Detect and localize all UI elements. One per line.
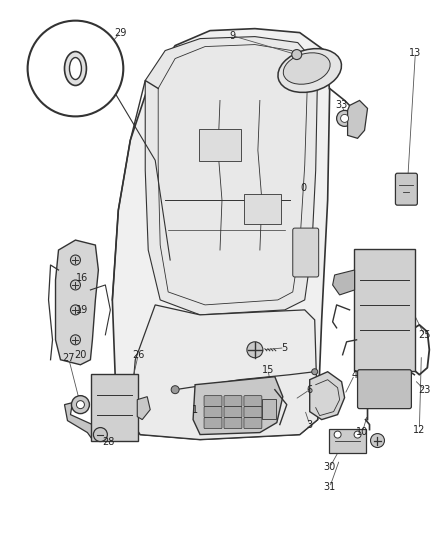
Polygon shape: [112, 29, 330, 440]
Text: 0: 0: [300, 183, 307, 193]
Circle shape: [341, 115, 349, 123]
Circle shape: [71, 395, 89, 414]
FancyBboxPatch shape: [224, 395, 242, 407]
Polygon shape: [310, 372, 345, 419]
Text: 13: 13: [409, 47, 421, 58]
Circle shape: [371, 433, 385, 448]
Circle shape: [71, 335, 81, 345]
Polygon shape: [193, 377, 283, 434]
FancyBboxPatch shape: [328, 429, 366, 453]
FancyBboxPatch shape: [396, 173, 417, 205]
Text: 28: 28: [102, 437, 115, 447]
FancyBboxPatch shape: [224, 417, 242, 429]
FancyBboxPatch shape: [92, 374, 138, 441]
Circle shape: [28, 21, 124, 116]
FancyBboxPatch shape: [244, 417, 262, 429]
FancyBboxPatch shape: [204, 395, 222, 407]
Circle shape: [77, 401, 85, 409]
Ellipse shape: [64, 52, 86, 85]
Text: 30: 30: [324, 463, 336, 472]
FancyBboxPatch shape: [224, 407, 242, 417]
Text: 15: 15: [261, 365, 274, 375]
Text: 10: 10: [357, 426, 369, 437]
Circle shape: [171, 386, 179, 394]
FancyBboxPatch shape: [357, 370, 411, 409]
Ellipse shape: [283, 53, 330, 84]
Text: 1: 1: [192, 405, 198, 415]
Circle shape: [71, 280, 81, 290]
Ellipse shape: [70, 58, 81, 79]
FancyBboxPatch shape: [262, 399, 276, 418]
Ellipse shape: [278, 49, 342, 92]
FancyBboxPatch shape: [353, 249, 415, 371]
FancyBboxPatch shape: [199, 130, 241, 161]
Circle shape: [334, 431, 341, 438]
Text: 33: 33: [336, 100, 348, 110]
Polygon shape: [64, 402, 97, 440]
Polygon shape: [56, 240, 99, 365]
Polygon shape: [130, 305, 318, 440]
Text: 31: 31: [324, 482, 336, 492]
Circle shape: [93, 427, 107, 441]
Text: 27: 27: [62, 353, 75, 363]
Text: 6: 6: [307, 385, 313, 394]
Text: 5: 5: [282, 343, 288, 353]
Polygon shape: [332, 270, 355, 295]
FancyBboxPatch shape: [244, 395, 262, 407]
Text: 20: 20: [74, 350, 87, 360]
Text: 29: 29: [114, 28, 127, 38]
FancyBboxPatch shape: [244, 194, 281, 224]
Circle shape: [71, 305, 81, 315]
Text: 9: 9: [229, 30, 235, 41]
Circle shape: [337, 110, 353, 126]
Circle shape: [71, 255, 81, 265]
Text: 19: 19: [76, 305, 88, 315]
Polygon shape: [145, 37, 318, 315]
Text: 3: 3: [307, 419, 313, 430]
Polygon shape: [137, 397, 150, 419]
Text: 25: 25: [418, 330, 431, 340]
Text: 12: 12: [413, 425, 426, 434]
FancyBboxPatch shape: [293, 228, 319, 277]
FancyBboxPatch shape: [204, 407, 222, 417]
Circle shape: [292, 50, 302, 60]
Circle shape: [312, 369, 318, 375]
Circle shape: [247, 342, 263, 358]
Polygon shape: [348, 100, 367, 139]
Text: 16: 16: [76, 273, 88, 283]
Text: 26: 26: [132, 350, 145, 360]
Circle shape: [354, 431, 361, 438]
FancyBboxPatch shape: [204, 417, 222, 429]
Text: 4: 4: [352, 370, 358, 379]
Text: 23: 23: [418, 385, 431, 394]
FancyBboxPatch shape: [244, 407, 262, 417]
